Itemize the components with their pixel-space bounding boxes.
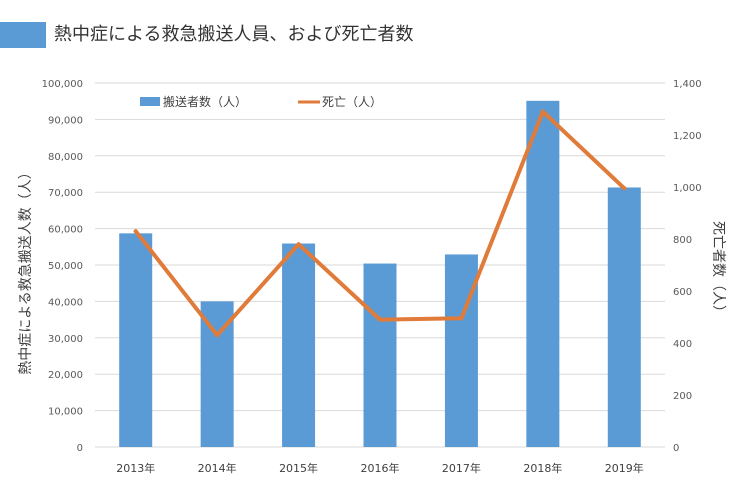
y2-tick-label: 1,000 <box>673 183 702 194</box>
y2-tick-label: 800 <box>673 235 692 246</box>
y2-tick-label: 400 <box>673 339 692 350</box>
legend-line-label: 死亡（人） <box>322 95 382 109</box>
y-tick-label: 90,000 <box>48 115 83 126</box>
death-point-2014年 <box>215 333 220 338</box>
x-tick-label: 2015年 <box>279 461 318 475</box>
x-axis-ticks: 2013年 2014年 2015年 2016年 2017年 2018年 2019年 <box>116 461 644 475</box>
death-point-2017年 <box>459 316 464 321</box>
death-point-2015年 <box>296 242 301 247</box>
legend: 搬送者数（人） 死亡（人） <box>140 94 382 109</box>
y-tick-label: 10,000 <box>48 407 83 418</box>
y-tick-label: 60,000 <box>48 225 83 236</box>
bar-2019年 <box>607 187 641 447</box>
title-color-swatch <box>0 22 46 48</box>
y2-tick-label: 600 <box>673 287 692 298</box>
death-point-2016年 <box>378 317 382 322</box>
y-tick-label: 20,000 <box>48 370 83 381</box>
bar-2015年 <box>282 243 316 447</box>
x-tick-label: 2016年 <box>361 461 400 475</box>
death-point-2018年 <box>540 109 545 114</box>
death-point-2013年 <box>133 229 138 234</box>
y2-tick-label: 0 <box>673 443 679 454</box>
y-tick-label: 40,000 <box>48 297 83 308</box>
y2-tick-label: 1,200 <box>673 131 702 142</box>
legend-bar-label: 搬送者数（人） <box>163 94 247 109</box>
line-series <box>133 109 627 338</box>
death-point-2019年 <box>622 186 627 191</box>
y-tick-label: 70,000 <box>48 188 83 199</box>
y-tick-label: 30,000 <box>48 334 83 345</box>
y2-tick-label: 200 <box>673 391 692 402</box>
legend-bar-swatch <box>140 97 160 106</box>
bar-2016年 <box>363 263 397 447</box>
left-axis-ticks: 0 10,000 20,000 30,000 40,000 50,000 60,000 70,… <box>42 79 83 454</box>
chart-title: 熱中症による救急搬送人員、および死亡者数 <box>54 24 414 45</box>
y-axis-title: 熱中症による救急搬送人数（人） <box>18 165 34 375</box>
y2-axis-title: 死亡者数（人） <box>710 221 726 319</box>
x-tick-label: 2013年 <box>116 461 155 475</box>
x-tick-label: 2019年 <box>605 461 644 475</box>
bar-2017年 <box>444 254 478 447</box>
y-tick-label: 100,000 <box>42 79 83 90</box>
bar-2013年 <box>119 233 153 447</box>
right-axis-ticks: 0 200 400 600 800 1,000 1,200 1,400 <box>673 79 702 454</box>
y-tick-label: 50,000 <box>48 261 83 272</box>
x-tick-label: 2017年 <box>442 461 481 475</box>
bar-series <box>119 100 641 447</box>
bar-2018年 <box>526 100 560 447</box>
x-tick-label: 2018年 <box>523 461 562 475</box>
y-tick-label: 0 <box>77 443 83 454</box>
y2-tick-label: 1,400 <box>673 79 702 90</box>
y-tick-label: 80,000 <box>48 152 83 163</box>
x-tick-label: 2014年 <box>198 461 237 475</box>
chart-header: 熱中症による救急搬送人員、および死亡者数 <box>0 22 747 48</box>
